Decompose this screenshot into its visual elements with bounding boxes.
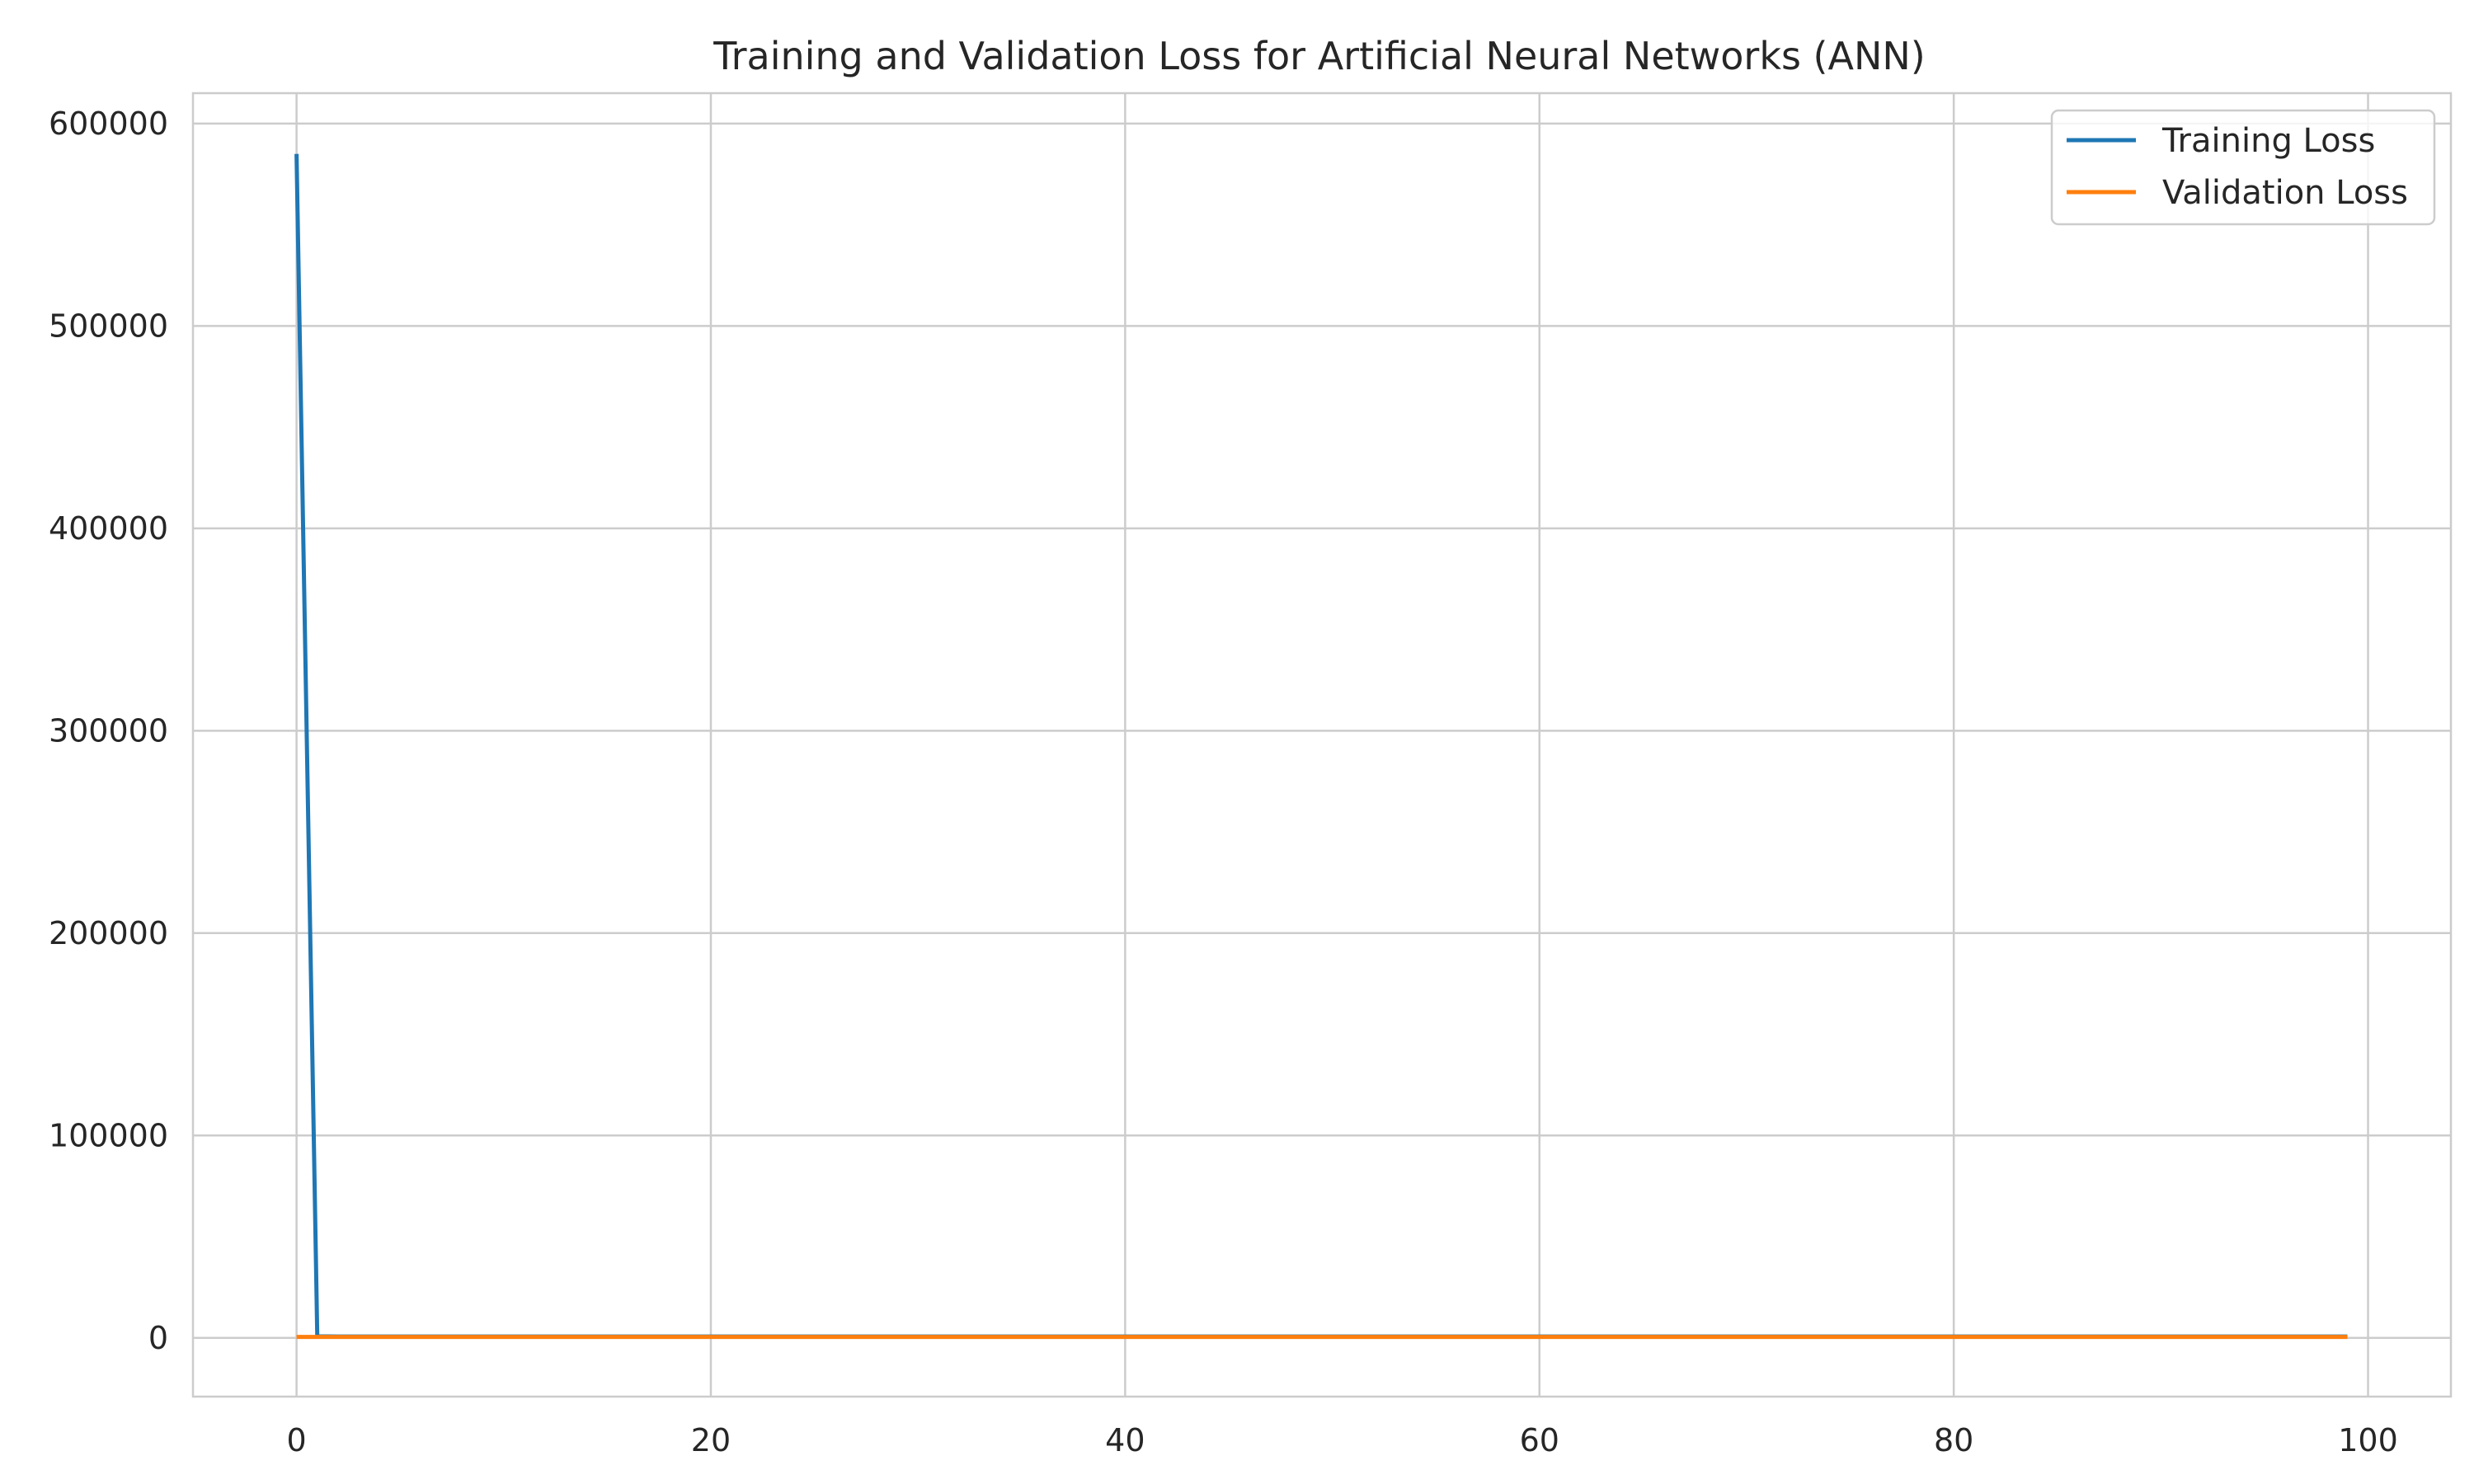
y-tick-label: 200000	[49, 915, 168, 951]
x-axis-ticks: 0 20 40 60 80 100	[287, 1422, 2398, 1458]
y-tick-label: 400000	[49, 510, 168, 547]
legend-label: Training Loss	[2161, 122, 2375, 160]
x-tick-label: 80	[1934, 1422, 1973, 1458]
y-tick-label: 600000	[49, 106, 168, 142]
legend-box	[2050, 109, 2436, 226]
chart-title: Training and Validation Loss for Artific…	[713, 34, 1925, 78]
y-tick-label: 300000	[49, 712, 168, 749]
y-tick-label: 500000	[49, 308, 168, 344]
x-tick-label: 20	[691, 1422, 731, 1458]
x-tick-label: 60	[1520, 1422, 1559, 1458]
plot-frame	[191, 92, 2453, 1398]
y-tick-label: 100000	[49, 1117, 168, 1153]
y-axis-ticks: 0 100000 200000 300000 400000 500000 600000	[49, 106, 168, 1356]
x-tick-label: 0	[287, 1422, 307, 1458]
series-lines	[294, 153, 2348, 1340]
x-tick-label: 100	[2338, 1422, 2398, 1458]
legend: Training Loss Validation Loss	[2050, 109, 2436, 226]
y-tick-label: 0	[148, 1320, 168, 1356]
legend-label: Validation Loss	[2162, 174, 2408, 212]
x-tick-label: 40	[1105, 1422, 1145, 1458]
